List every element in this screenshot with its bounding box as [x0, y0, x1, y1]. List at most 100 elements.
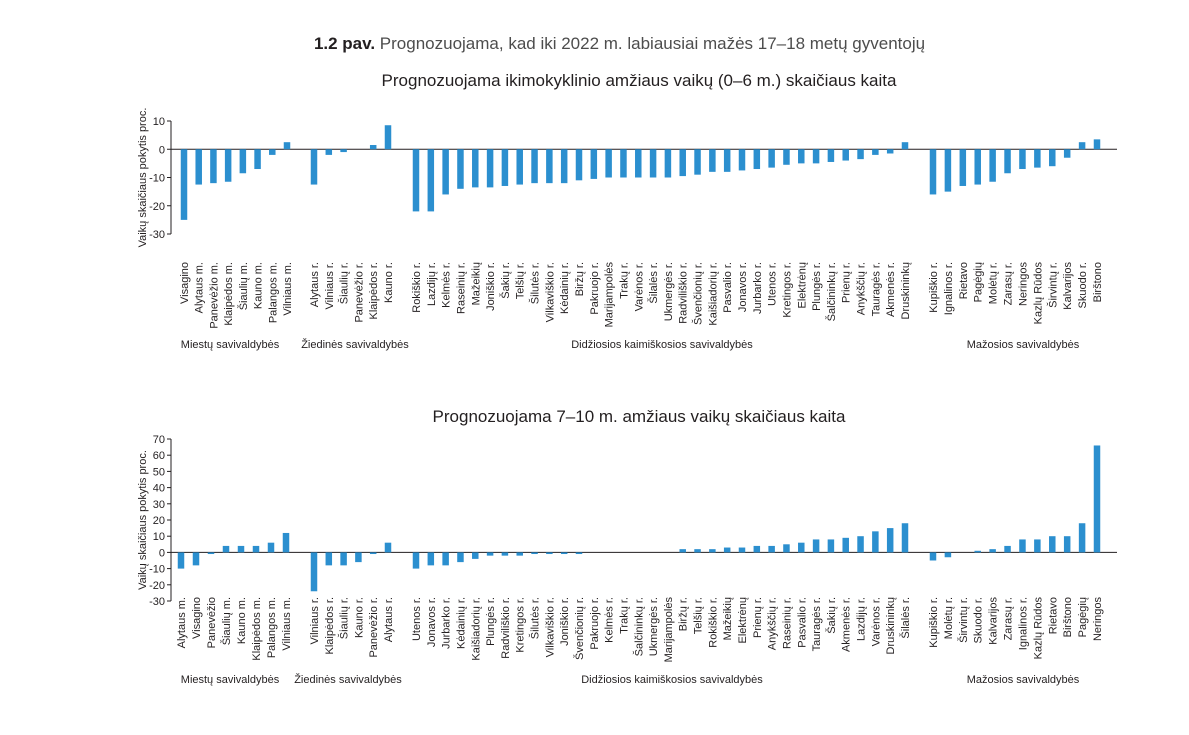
chart1-y-tick-label: -20 [149, 201, 165, 213]
chart2-category-label: Ignalinos r. [1017, 597, 1029, 650]
chart2-bar [267, 542, 275, 553]
chart1-category-label: Kėdainių r. [559, 262, 571, 314]
chart1-category-label: Šalčininkų r. [825, 262, 838, 321]
chart2-bar [694, 549, 701, 553]
chart1-group-label: Mažosios savivaldybės [967, 339, 1080, 351]
chart2-group-label: Mažosios savivaldybės [967, 674, 1080, 686]
chart1-bar [783, 149, 790, 165]
chart2-bar [546, 552, 553, 555]
chart1-bar [1093, 139, 1101, 150]
chart2-bar [384, 542, 392, 553]
chart1-bar [531, 149, 538, 184]
chart2-category-label: Elektrėnų [737, 597, 749, 643]
chart2-category-label: Utenos r. [411, 597, 423, 641]
chart1-category-label: Alytaus m. [194, 262, 206, 313]
chart1-category-label: Šiaulių m. [237, 262, 250, 310]
chart2-category-label: Kupiškio r. [928, 597, 940, 648]
chart1-bar [340, 149, 347, 153]
chart2-y-tick-label: -10 [149, 564, 165, 576]
chart1-category-label: Mažeikių [470, 262, 482, 305]
chart1-bar [901, 142, 909, 150]
chart1-category-label: Prienų r. [841, 262, 853, 303]
chart1-category-label: Ukmergės r. [663, 262, 675, 321]
chart2-y-label: Vaikų skaičiaus pokytis proc. [137, 450, 149, 590]
chart1-bar [1063, 149, 1071, 158]
chart2-category-label: Vilkaviškio r. [544, 597, 556, 657]
chart2-group-label: Didžiosios kaimiškosios savivaldybės [581, 674, 763, 686]
chart2-bar [1093, 445, 1101, 553]
chart1-y-tick-label: 0 [159, 144, 165, 156]
chart2-bar [252, 545, 260, 553]
chart1-bar [239, 149, 247, 174]
chart1-category-label: Trakų r. [618, 262, 630, 299]
chart1-category-label: Visagino [179, 262, 191, 304]
chart2-category-label: Kaišiadorių r. [470, 597, 482, 661]
chart1-bar [310, 149, 318, 185]
chart2-category-label: Ukmergės r. [648, 597, 660, 656]
chart1-bar [325, 149, 333, 155]
chart2-bar [355, 552, 362, 563]
chart1-y-tick-label: 10 [153, 116, 165, 128]
chart1-category-label: Skuodo r. [1077, 262, 1089, 308]
figure-caption: 1.2 pav. Prognozuojama, kad iki 2022 m. … [0, 34, 1189, 54]
chart1-category-label: Panevėžio r. [353, 262, 365, 323]
chart2-category-label: Kėdainių r. [455, 597, 467, 649]
chart2-bar [827, 539, 835, 553]
chart1-category-label: Kelmės r. [441, 262, 453, 308]
chart1-category-label: Akmenės r. [885, 262, 897, 317]
chart1-category-label: Kazlų Rūdos [1032, 262, 1044, 325]
chart2-category-label: Klaipėdos m. [251, 597, 263, 661]
chart1-bar [944, 149, 952, 192]
chart2-category-label: Jurbarko r. [441, 597, 453, 649]
chart2-bar [857, 536, 864, 553]
chart2-category-label: Kazlų Rūdos [1032, 597, 1044, 660]
chart2-category-label: Alytaus m. [176, 597, 188, 648]
chart1-bar [812, 149, 820, 164]
chart1-bar [679, 149, 686, 177]
chart1-category-label: Marijampolės [604, 262, 616, 328]
chart2-bar [872, 531, 879, 553]
chart2-y-tick-label: 60 [153, 450, 165, 462]
chart1-category-label: Neringos [1017, 262, 1029, 307]
chart2-category-label: Lazdijų r. [856, 597, 868, 641]
chart1-bar [959, 149, 967, 186]
chart1-category-label: Šilalės r. [647, 262, 660, 304]
chart2-bar [501, 552, 509, 556]
chart2-bar [709, 549, 716, 553]
chart1-group-label: Didžiosios kaimiškosios savivaldybės [571, 339, 753, 351]
chart2-bar [442, 552, 449, 566]
chart1-bar [560, 149, 568, 184]
chart1-bar [649, 149, 657, 178]
chart1-category-label: Kaišiadorių r. [707, 262, 719, 326]
chart2-category-label: Biržų r. [678, 597, 690, 631]
chart1-bar [753, 149, 761, 170]
chart1-bar [1004, 149, 1011, 174]
chart2-category-label: Vilniaus r. [309, 597, 321, 645]
chart2-category-label: Šakių r. [825, 597, 838, 634]
chart1-bar [723, 149, 731, 172]
chart1-bar [768, 149, 775, 168]
chart2-bar [192, 552, 200, 566]
chart2-bar [768, 545, 775, 553]
chart2-bar [560, 552, 568, 555]
chart2-category-label: Kauno m. [236, 597, 248, 644]
chart2-category-label: Telšių r. [693, 597, 705, 634]
chart2-category-label: Skuodo r. [973, 597, 985, 643]
chart2-y-tick-label: 10 [153, 531, 165, 543]
chart2-y-tick-label: 40 [153, 483, 165, 495]
chart2-category-label: Akmenės r. [841, 597, 853, 652]
chart2-bar [340, 552, 347, 566]
chart1-category-label: Alytaus r. [309, 262, 321, 307]
chart1-category-label: Jonavos r. [737, 262, 749, 312]
chart1-bar [195, 149, 202, 185]
chart1-y-tick-label: -10 [149, 173, 165, 185]
chart2-bar [207, 552, 215, 555]
chart1-bar [605, 149, 612, 178]
chart2-category-label: Zarasų r. [1003, 597, 1015, 640]
chart1-bar [283, 142, 291, 150]
chart1-y-label: Vaikų skaičiaus pokytis proc. [137, 108, 149, 248]
chart2-category-label: Radviliškio r. [500, 597, 512, 659]
chart1-bar [384, 125, 392, 150]
chart1-category-label: Elektrėnų [796, 262, 808, 308]
